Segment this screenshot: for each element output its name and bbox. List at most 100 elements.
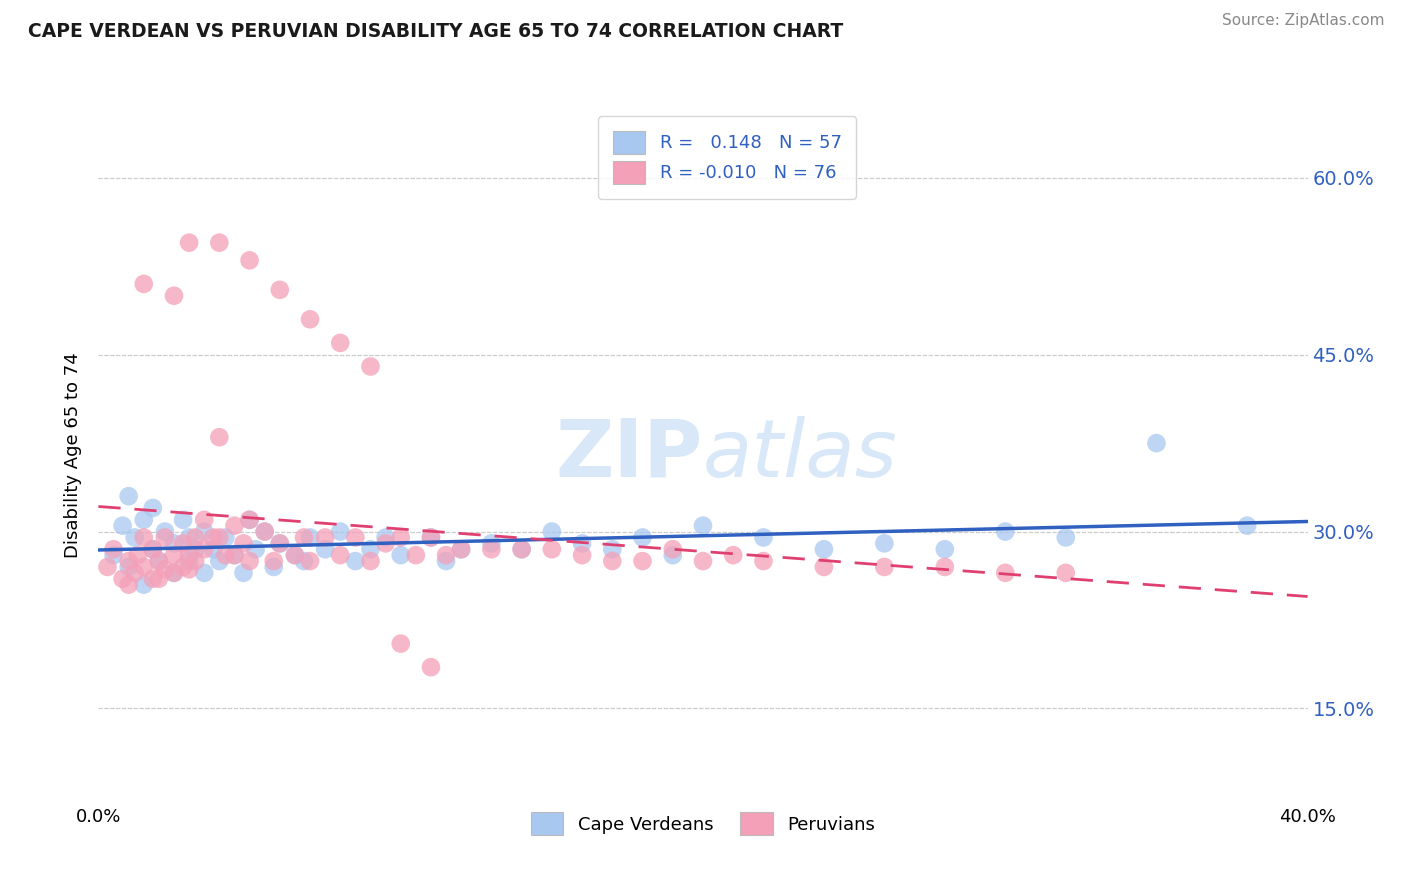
Point xyxy=(172,513,194,527)
Point xyxy=(118,560,141,574)
Point xyxy=(434,548,457,562)
Point xyxy=(994,566,1017,580)
Point xyxy=(269,536,291,550)
Point xyxy=(263,554,285,568)
Point xyxy=(239,513,262,527)
Point xyxy=(389,548,412,562)
Point xyxy=(179,531,201,545)
Point xyxy=(193,542,215,557)
Y-axis label: Disability Age 65 to 74: Disability Age 65 to 74 xyxy=(65,352,83,558)
Point xyxy=(420,531,443,545)
Point xyxy=(994,524,1017,539)
Point xyxy=(148,554,170,568)
Point xyxy=(132,277,155,291)
Point xyxy=(142,572,165,586)
Point xyxy=(172,536,194,550)
Point xyxy=(153,524,176,539)
Point xyxy=(360,554,382,568)
Point xyxy=(163,566,186,580)
Point xyxy=(239,253,262,268)
Point xyxy=(208,430,231,444)
Point xyxy=(127,548,149,562)
Point xyxy=(314,542,336,557)
Point xyxy=(148,554,170,568)
Point xyxy=(142,500,165,515)
Point xyxy=(132,513,155,527)
Point xyxy=(153,531,176,545)
Point xyxy=(224,548,246,562)
Point xyxy=(434,554,457,568)
Text: Source: ZipAtlas.com: Source: ZipAtlas.com xyxy=(1222,13,1385,29)
Point xyxy=(934,542,956,557)
Point xyxy=(202,542,225,557)
Point xyxy=(132,531,155,545)
Point xyxy=(1054,531,1077,545)
Point xyxy=(723,548,745,562)
Point xyxy=(214,531,236,545)
Point xyxy=(202,531,225,545)
Point xyxy=(692,554,714,568)
Point xyxy=(631,554,654,568)
Point xyxy=(873,560,896,574)
Text: atlas: atlas xyxy=(703,416,898,494)
Point xyxy=(179,554,201,568)
Point xyxy=(420,531,443,545)
Point xyxy=(224,548,246,562)
Point xyxy=(163,548,186,562)
Point xyxy=(813,542,835,557)
Point xyxy=(208,531,231,545)
Point xyxy=(540,542,562,557)
Point xyxy=(1054,566,1077,580)
Point xyxy=(263,560,285,574)
Point xyxy=(232,536,254,550)
Legend: Cape Verdeans, Peruvians: Cape Verdeans, Peruvians xyxy=(523,805,883,842)
Point xyxy=(631,531,654,545)
Point xyxy=(193,566,215,580)
Point xyxy=(142,542,165,557)
Point xyxy=(118,554,141,568)
Point xyxy=(253,524,276,539)
Point xyxy=(292,554,315,568)
Point xyxy=(329,548,352,562)
Point xyxy=(224,518,246,533)
Point xyxy=(179,562,201,576)
Point xyxy=(184,554,207,568)
Point xyxy=(96,560,118,574)
Point xyxy=(873,536,896,550)
Point xyxy=(132,560,155,574)
Point xyxy=(118,489,141,503)
Point xyxy=(142,542,165,557)
Point xyxy=(450,542,472,557)
Point xyxy=(510,542,533,557)
Point xyxy=(111,572,134,586)
Point xyxy=(571,536,593,550)
Point xyxy=(374,531,396,545)
Point xyxy=(389,637,412,651)
Point xyxy=(692,518,714,533)
Point xyxy=(314,531,336,545)
Text: CAPE VERDEAN VS PERUVIAN DISABILITY AGE 65 TO 74 CORRELATION CHART: CAPE VERDEAN VS PERUVIAN DISABILITY AGE … xyxy=(28,22,844,41)
Point xyxy=(344,554,367,568)
Point xyxy=(111,518,134,533)
Point xyxy=(179,548,201,562)
Point xyxy=(239,554,262,568)
Point xyxy=(163,566,186,580)
Point xyxy=(481,536,503,550)
Point xyxy=(481,542,503,557)
Point xyxy=(232,566,254,580)
Point xyxy=(184,531,207,545)
Point xyxy=(329,524,352,539)
Point xyxy=(602,554,624,568)
Point xyxy=(360,542,382,557)
Point xyxy=(1144,436,1167,450)
Point xyxy=(329,335,352,350)
Point xyxy=(292,531,315,545)
Point xyxy=(344,531,367,545)
Point xyxy=(163,289,186,303)
Point xyxy=(103,548,125,562)
Point xyxy=(132,577,155,591)
Point xyxy=(299,531,322,545)
Point xyxy=(934,560,956,574)
Point xyxy=(1236,518,1258,533)
Point xyxy=(172,560,194,574)
